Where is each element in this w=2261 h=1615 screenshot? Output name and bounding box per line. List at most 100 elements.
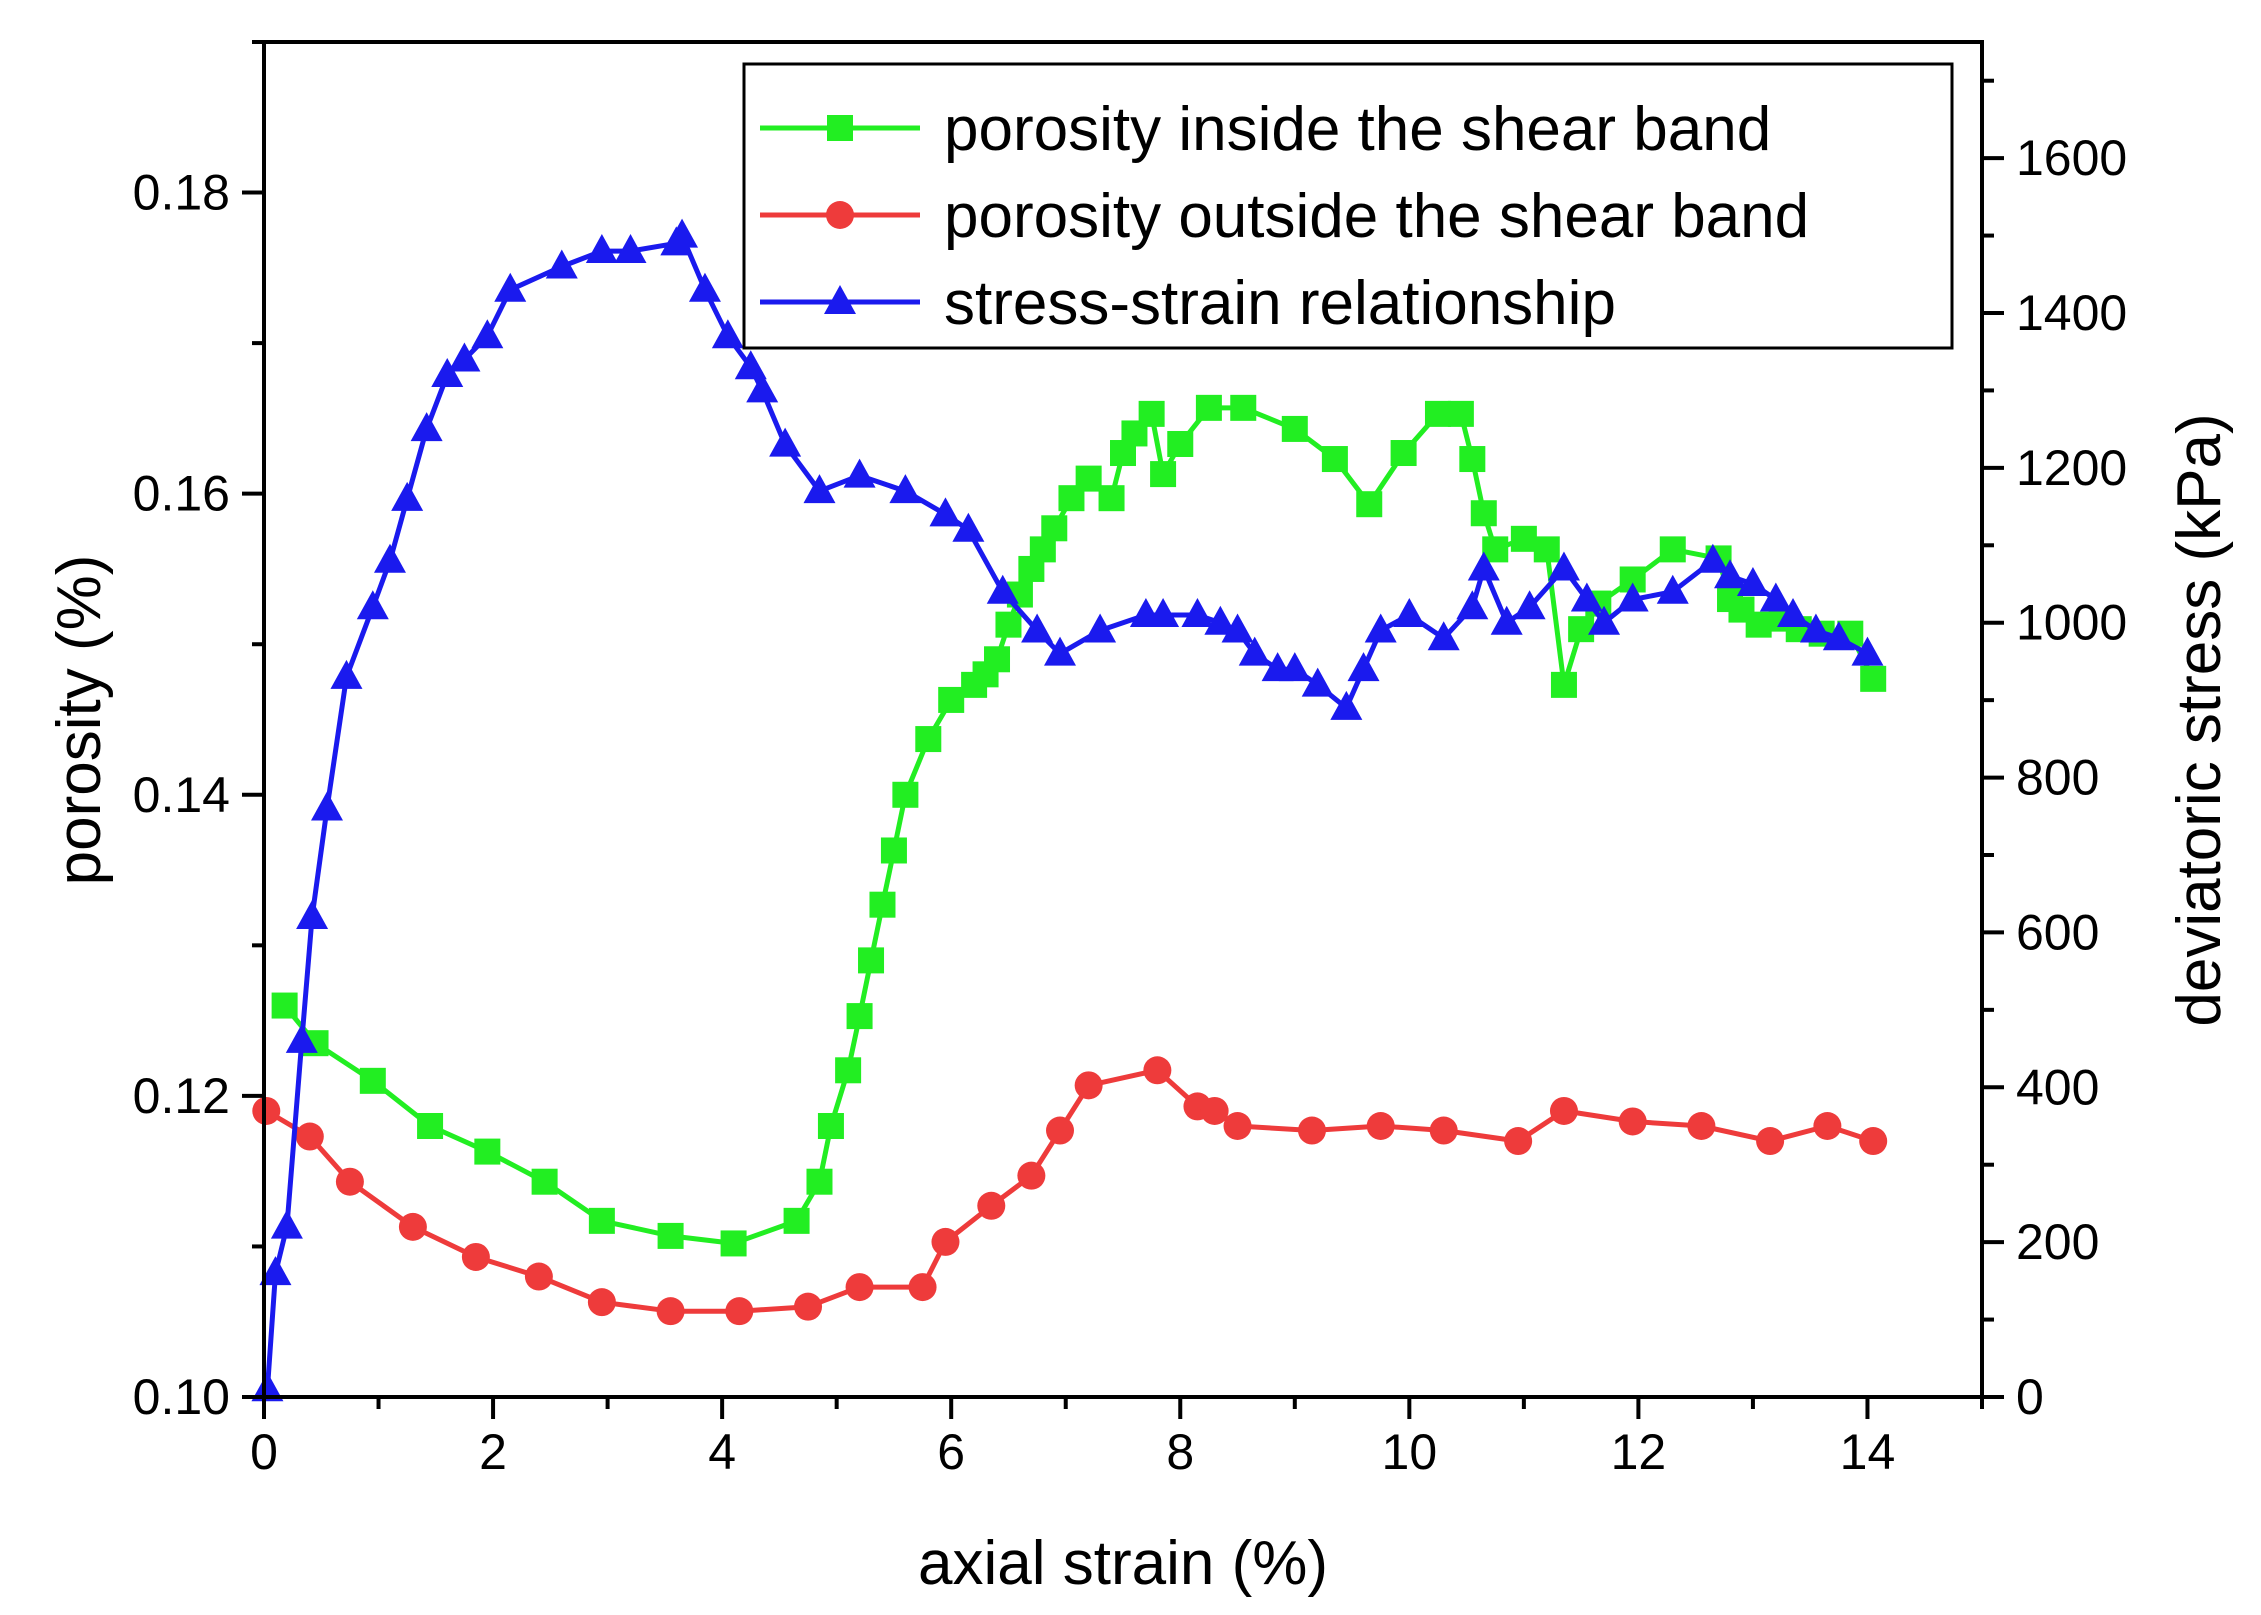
data-point (1297, 1116, 1326, 1145)
data-point (931, 1227, 960, 1256)
data-point (1204, 605, 1237, 635)
data-point (614, 234, 647, 264)
data-point (1390, 440, 1417, 467)
data-point (720, 1230, 747, 1257)
legend-label: stress-strain relationship (944, 269, 1616, 338)
data-point (1616, 582, 1649, 612)
data-point (845, 1273, 874, 1302)
y2-tick-label: 0 (2016, 1369, 2044, 1425)
data-point (1777, 597, 1810, 627)
y2-tick-label: 1200 (2016, 440, 2127, 496)
data-point (1568, 616, 1595, 643)
data-point (1547, 551, 1580, 581)
data-point (1138, 400, 1165, 427)
y-axis-title: porosity (%) (45, 555, 114, 886)
data-point (656, 1297, 685, 1326)
x-tick-label: 8 (1166, 1424, 1194, 1480)
data-point (938, 686, 965, 713)
data-point (666, 218, 699, 248)
y2-tick-label: 1000 (2016, 595, 2127, 651)
data-point (952, 512, 985, 542)
data-point (725, 1297, 754, 1326)
data-point (410, 412, 443, 442)
data-point (1150, 461, 1177, 488)
data-point (688, 272, 721, 302)
data-point (880, 837, 907, 864)
data-point (1467, 551, 1500, 581)
data-point (1570, 582, 1603, 612)
data-point (843, 458, 876, 488)
y2-tick-label: 200 (2016, 1214, 2099, 1270)
data-point (474, 1138, 501, 1165)
data-point (908, 1273, 937, 1302)
data-point (995, 611, 1022, 638)
data-point (1278, 652, 1311, 682)
data-point (817, 1113, 844, 1139)
data-point (1098, 485, 1125, 512)
data-point (359, 1067, 386, 1094)
y2-axis-title: deviatoric stress (kPa) (2165, 413, 2234, 1026)
legend-marker (824, 285, 856, 314)
plot-frame (262, 40, 1984, 1399)
data-point (1860, 665, 1887, 692)
data-point (1084, 613, 1117, 643)
data-point (1447, 400, 1474, 427)
data-point (734, 350, 767, 380)
data-point (1046, 1116, 1075, 1145)
data-point (1281, 415, 1308, 442)
data-point (1041, 515, 1068, 542)
data-point (1550, 671, 1577, 698)
data-point (471, 319, 504, 349)
data-point (1074, 1071, 1103, 1100)
x-tick-label: 10 (1382, 1424, 1438, 1480)
data-point (524, 1262, 553, 1291)
legend-marker (827, 115, 853, 141)
data-point (1510, 525, 1537, 552)
data-point (1147, 597, 1180, 627)
legend: porosity inside the shear band porosity o… (742, 62, 1954, 350)
data-point (1424, 400, 1451, 427)
data-point (1330, 690, 1363, 720)
data-point (1301, 667, 1334, 697)
x-tick-label: 14 (1840, 1424, 1896, 1480)
data-point (783, 1207, 810, 1234)
data-point (296, 899, 329, 929)
data-point (1356, 491, 1383, 518)
data-point (270, 1209, 303, 1239)
x-tick-label: 0 (250, 1424, 278, 1480)
data-point (1366, 1112, 1395, 1140)
y-tick-label: 0.10 (133, 1369, 230, 1425)
data-point (1017, 1161, 1046, 1190)
data-point (1687, 1112, 1716, 1140)
data-point (1393, 597, 1426, 627)
data-point (1238, 636, 1271, 666)
data-point (1659, 536, 1686, 563)
data-point (398, 1212, 427, 1241)
data-point (835, 1057, 862, 1084)
data-point (1167, 430, 1194, 457)
data-point (1427, 621, 1460, 651)
data-point (803, 474, 836, 504)
data-point (295, 1122, 324, 1151)
data-point (986, 574, 1019, 604)
data-point (461, 1242, 490, 1271)
data-point (1513, 590, 1546, 620)
data-point (1813, 1112, 1842, 1140)
data-point (769, 427, 802, 457)
data-point (1200, 1096, 1229, 1125)
y2-tick-label: 1600 (2016, 130, 2127, 186)
data-point (1223, 1112, 1252, 1140)
y-tick-label: 0.12 (133, 1068, 230, 1124)
data-point (1044, 636, 1077, 666)
y2-tick-label: 600 (2016, 904, 2099, 960)
data-point (1756, 1127, 1785, 1156)
data-point (252, 1096, 281, 1125)
data-point (373, 543, 406, 573)
data-point (1549, 1096, 1578, 1125)
data-point (869, 891, 896, 918)
data-point (1851, 636, 1884, 666)
data-point (310, 791, 343, 821)
data-point (1195, 394, 1222, 421)
data-point (1230, 394, 1257, 421)
